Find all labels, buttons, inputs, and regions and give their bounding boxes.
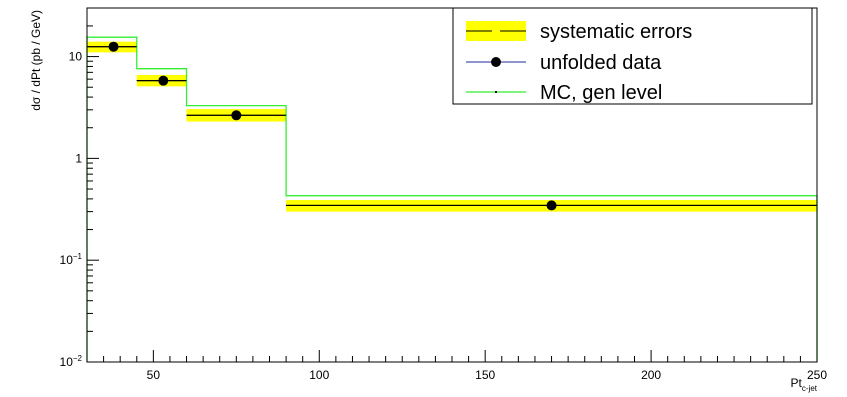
data-point xyxy=(231,110,242,121)
y-tick-label: 10−2 xyxy=(60,354,83,369)
y-tick-label: 10−1 xyxy=(60,252,83,267)
legend: systematic errors unfolded data MC, gen … xyxy=(452,7,813,105)
y-axis-label: dσ / dPt (pb / GeV) xyxy=(29,10,43,111)
mc-step-histogram xyxy=(86,36,818,362)
legend-entry-systematic: systematic errors xyxy=(466,21,692,43)
x-axis: 50 100 150 200 250 xyxy=(86,350,827,382)
y-tick-label: 1 xyxy=(75,151,82,165)
legend-entry-data: unfolded data xyxy=(466,52,662,74)
legend-data-marker xyxy=(491,57,501,67)
legend-mc-marker xyxy=(495,91,497,93)
x-tick-label: 250 xyxy=(807,368,827,382)
y-tick-exponent: −1 xyxy=(73,252,83,261)
x-tick-label: 50 xyxy=(147,368,161,382)
legend-syst-swatch xyxy=(466,21,526,41)
y-tick-label: 10 xyxy=(69,50,83,64)
mc-step-line xyxy=(86,36,818,362)
data-points xyxy=(87,41,817,211)
legend-label: systematic errors xyxy=(540,21,692,43)
legend-label: MC, gen level xyxy=(540,82,662,104)
x-tick-label: 200 xyxy=(641,368,661,382)
data-point xyxy=(546,200,557,211)
x-tick-label: 150 xyxy=(475,368,495,382)
x-axis-label-main: Pt xyxy=(791,376,803,390)
x-axis-label: Ptc-jet xyxy=(791,376,818,393)
data-point xyxy=(108,41,119,52)
y-tick-base: 10 xyxy=(60,253,74,267)
data-point xyxy=(158,75,169,86)
y-tick-base: 10 xyxy=(69,50,83,64)
x-tick-label: 100 xyxy=(309,368,329,382)
y-tick-base: 1 xyxy=(75,151,82,165)
y-tick-exponent: −2 xyxy=(73,354,83,363)
legend-entry-mc: MC, gen level xyxy=(466,82,662,104)
x-axis-label-sub: c-jet xyxy=(802,384,818,393)
legend-label: unfolded data xyxy=(540,52,662,74)
y-tick-base: 10 xyxy=(60,355,74,369)
